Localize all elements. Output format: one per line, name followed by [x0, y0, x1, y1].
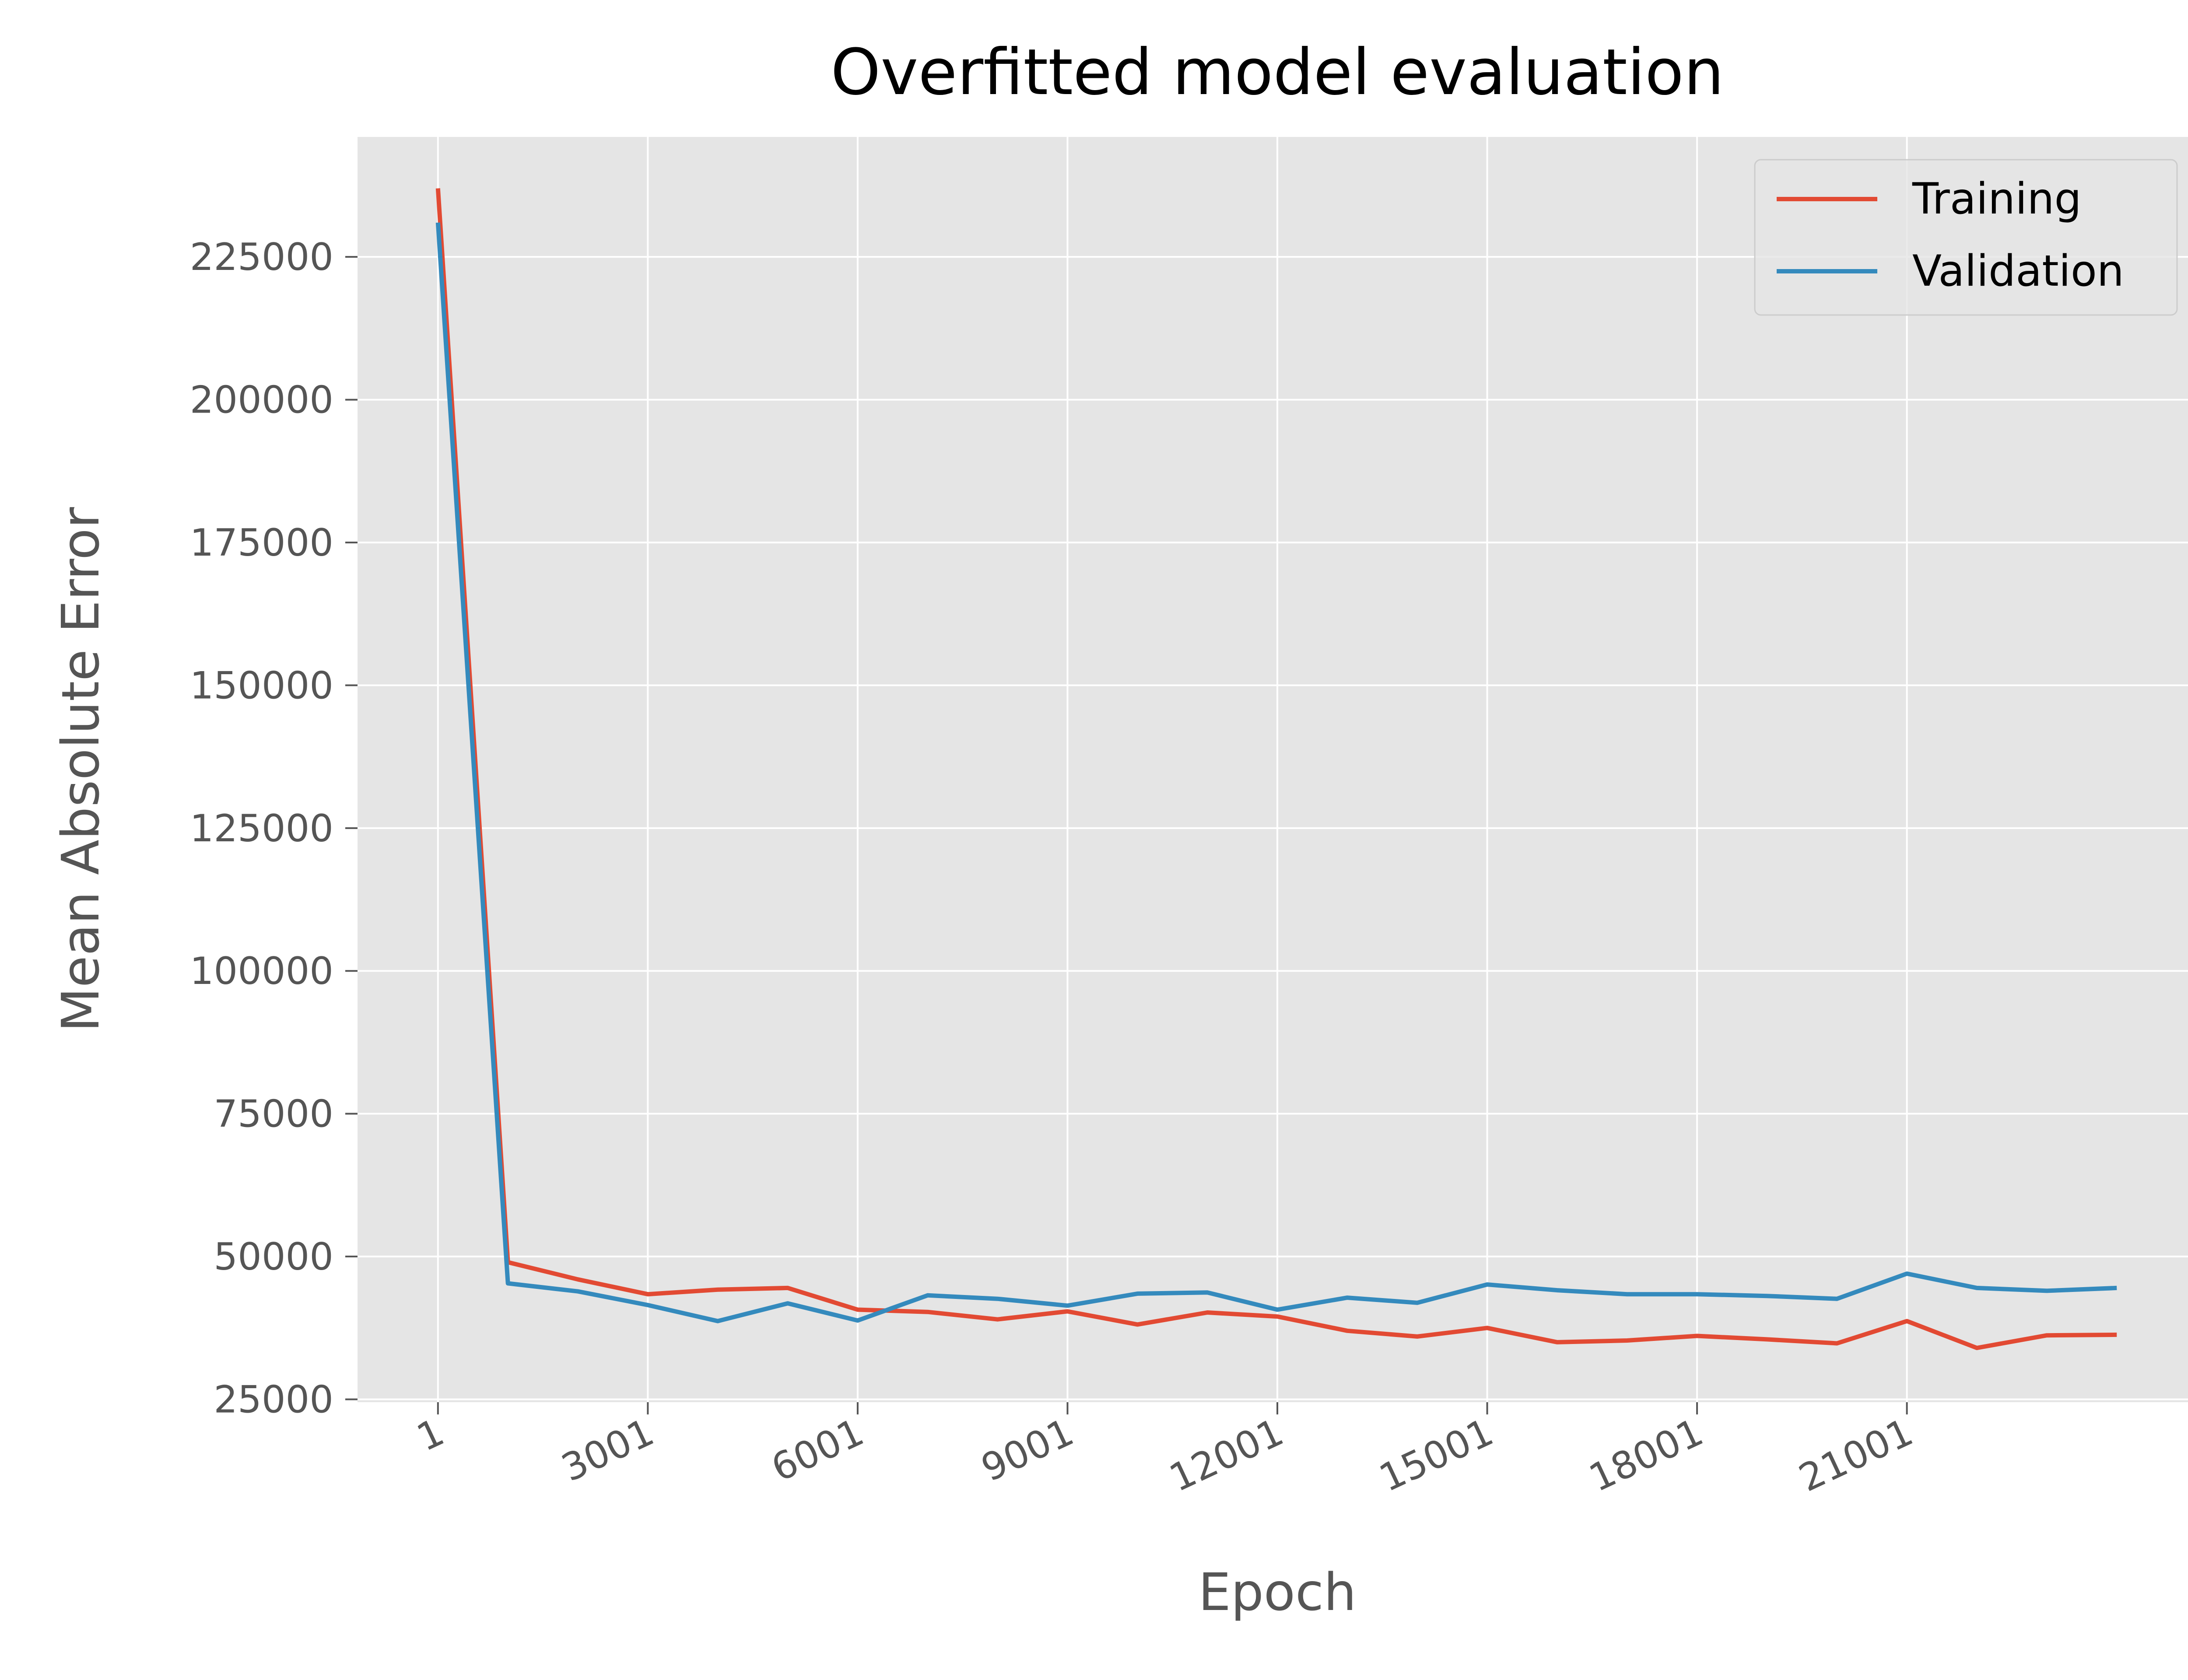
legend-label-validation: Validation: [1912, 246, 2124, 296]
series-lines: [435, 188, 2117, 1350]
x-tick-label: 15001: [1373, 1410, 1500, 1500]
x-tick-label: 18001: [1583, 1410, 1710, 1500]
legend: Training Validation: [1754, 159, 2178, 316]
grid-lines: [358, 137, 2188, 1402]
x-tick-label: 3001: [555, 1410, 661, 1490]
y-tick-label: 225000: [190, 235, 333, 279]
y-tick-label: 75000: [214, 1092, 333, 1136]
x-axis-label: Epoch: [1198, 1562, 1356, 1622]
y-tick-label: 125000: [190, 807, 333, 850]
x-tick-label: 9001: [975, 1410, 1080, 1490]
y-axis-label: Mean Absolute Error: [50, 507, 111, 1032]
y-tick-label: 100000: [190, 949, 333, 993]
series-line-validation: [435, 222, 2117, 1323]
x-tick-label: 12001: [1163, 1410, 1290, 1500]
x-tick-label: 1: [410, 1410, 451, 1460]
plot-background: [358, 137, 2188, 1402]
x-tick-label: 21001: [1792, 1410, 1919, 1500]
series-line-training: [435, 188, 2117, 1350]
x-tick-label: 6001: [765, 1410, 870, 1490]
y-tick-label: 25000: [214, 1378, 333, 1421]
chart-title: Overfitted model evaluation: [831, 35, 1724, 109]
y-tick-label: 150000: [190, 664, 333, 707]
y-tick-label: 175000: [190, 521, 333, 565]
y-tick-label: 50000: [214, 1235, 333, 1279]
y-tick-label: 200000: [190, 378, 333, 422]
legend-label-training: Training: [1912, 174, 2082, 224]
